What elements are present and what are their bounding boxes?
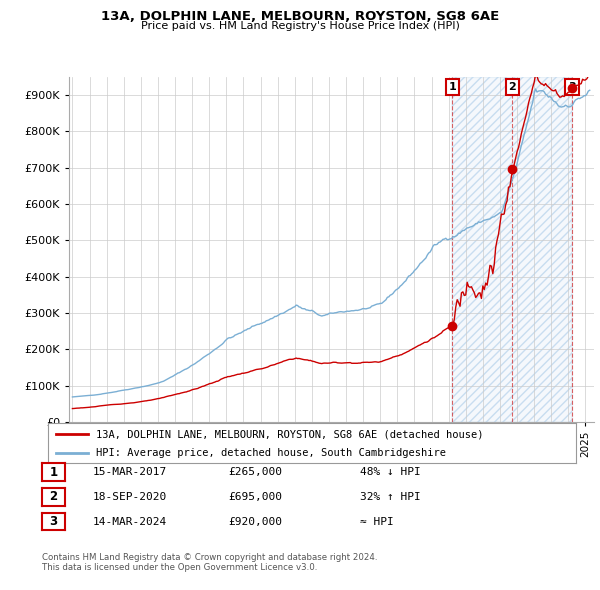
Text: 13A, DOLPHIN LANE, MELBOURN, ROYSTON, SG8 6AE: 13A, DOLPHIN LANE, MELBOURN, ROYSTON, SG… [101,10,499,23]
Text: 1: 1 [49,466,58,478]
Text: 13A, DOLPHIN LANE, MELBOURN, ROYSTON, SG8 6AE (detached house): 13A, DOLPHIN LANE, MELBOURN, ROYSTON, SG… [95,430,483,440]
Text: Price paid vs. HM Land Registry's House Price Index (HPI): Price paid vs. HM Land Registry's House … [140,21,460,31]
Text: £920,000: £920,000 [228,517,282,526]
Bar [452,77,572,422]
Text: 3: 3 [568,82,576,92]
Text: ≈ HPI: ≈ HPI [360,517,394,526]
Text: 18-SEP-2020: 18-SEP-2020 [93,492,167,502]
Text: Contains HM Land Registry data © Crown copyright and database right 2024.: Contains HM Land Registry data © Crown c… [42,553,377,562]
Text: HPI: Average price, detached house, South Cambridgeshire: HPI: Average price, detached house, Sout… [95,448,446,458]
Text: 3: 3 [49,515,58,528]
Bar [452,77,572,422]
Text: 15-MAR-2017: 15-MAR-2017 [93,467,167,477]
Text: 2: 2 [508,82,516,92]
Text: £265,000: £265,000 [228,467,282,477]
Text: £695,000: £695,000 [228,492,282,502]
Text: 1: 1 [448,82,456,92]
Text: 14-MAR-2024: 14-MAR-2024 [93,517,167,526]
Text: 48% ↓ HPI: 48% ↓ HPI [360,467,421,477]
Text: 32% ↑ HPI: 32% ↑ HPI [360,492,421,502]
Text: 2: 2 [49,490,58,503]
Text: This data is licensed under the Open Government Licence v3.0.: This data is licensed under the Open Gov… [42,563,317,572]
